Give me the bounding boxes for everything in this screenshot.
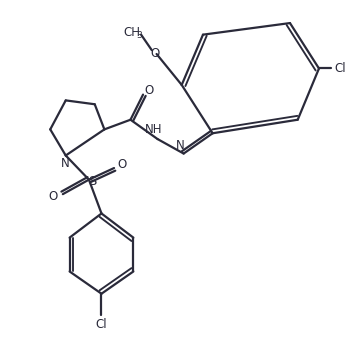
Text: N: N (176, 139, 185, 152)
Text: CH: CH (123, 26, 140, 39)
Text: Cl: Cl (334, 62, 345, 75)
Text: S: S (89, 175, 97, 188)
Text: Cl: Cl (96, 318, 107, 331)
Text: NH: NH (145, 123, 162, 136)
Text: O: O (49, 190, 58, 203)
Text: 3: 3 (136, 31, 142, 40)
Text: O: O (144, 84, 154, 97)
Text: N: N (61, 157, 70, 170)
Text: O: O (117, 158, 126, 171)
Text: O: O (150, 47, 159, 60)
